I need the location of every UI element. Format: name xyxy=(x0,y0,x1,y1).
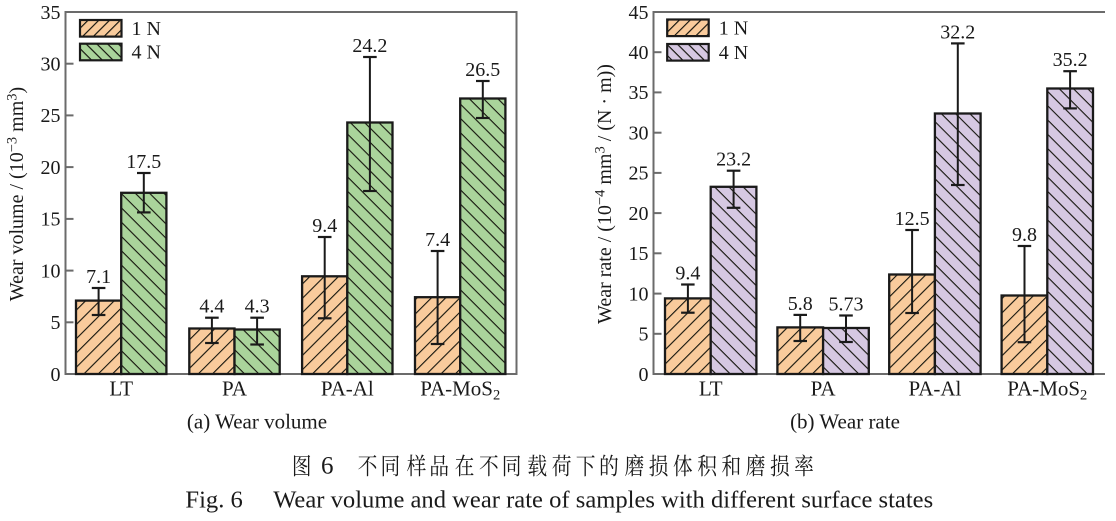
svg-text:45: 45 xyxy=(629,2,649,24)
svg-text:PA-MoS2: PA-MoS2 xyxy=(1007,376,1087,403)
svg-text:23.2: 23.2 xyxy=(716,149,751,171)
svg-text:0: 0 xyxy=(639,364,649,386)
svg-text:35: 35 xyxy=(41,2,61,24)
svg-text:35: 35 xyxy=(629,82,649,104)
svg-text:PA: PA xyxy=(222,376,248,400)
svg-text:30: 30 xyxy=(629,123,649,145)
svg-text:Wear volume / (10−3 mm3): Wear volume / (10−3 mm3) xyxy=(4,87,28,301)
svg-text:6: 6 xyxy=(321,452,334,479)
svg-text:32.2: 32.2 xyxy=(940,21,975,43)
svg-text:12.5: 12.5 xyxy=(895,208,930,230)
svg-text:5.8: 5.8 xyxy=(788,293,813,315)
svg-text:20: 20 xyxy=(629,203,649,225)
svg-text:LT: LT xyxy=(699,376,723,400)
svg-text:15: 15 xyxy=(629,243,649,265)
svg-text:10: 10 xyxy=(41,260,61,282)
svg-text:35.2: 35.2 xyxy=(1053,49,1088,71)
svg-text:Wear volume and wear rate of s: Wear volume and wear rate of samples wit… xyxy=(273,486,933,513)
svg-text:9.4: 9.4 xyxy=(675,263,700,285)
svg-text:PA: PA xyxy=(811,376,837,400)
svg-text:4.4: 4.4 xyxy=(199,296,224,318)
svg-text:5: 5 xyxy=(51,312,61,334)
svg-text:20: 20 xyxy=(41,157,61,179)
svg-text:Wear rate / (10−4 mm3 / (N · m: Wear rate / (10−4 mm3 / (N · m)) xyxy=(592,64,616,324)
svg-text:26.5: 26.5 xyxy=(465,59,500,81)
svg-text:4 N: 4 N xyxy=(719,42,748,64)
svg-text:17.5: 17.5 xyxy=(126,151,161,173)
svg-text:10: 10 xyxy=(629,283,649,305)
svg-text:LT: LT xyxy=(109,376,133,400)
svg-text:(a) Wear volume: (a) Wear volume xyxy=(187,409,327,433)
svg-text:15: 15 xyxy=(41,209,61,231)
svg-text:Fig. 6: Fig. 6 xyxy=(185,486,242,513)
svg-text:4 N: 4 N xyxy=(132,42,161,64)
svg-text:9.8: 9.8 xyxy=(1012,224,1037,246)
svg-text:5.73: 5.73 xyxy=(829,294,864,316)
svg-text:4.3: 4.3 xyxy=(245,296,270,318)
svg-text:30: 30 xyxy=(41,54,61,76)
svg-text:1 N: 1 N xyxy=(719,17,748,39)
svg-text:(b) Wear rate: (b) Wear rate xyxy=(790,409,900,433)
svg-text:7.4: 7.4 xyxy=(425,229,450,251)
svg-text:5: 5 xyxy=(639,324,649,346)
svg-text:25: 25 xyxy=(41,105,61,127)
svg-text:1 N: 1 N xyxy=(132,18,161,40)
svg-text:7.1: 7.1 xyxy=(86,266,111,288)
svg-text:PA-MoS2: PA-MoS2 xyxy=(420,376,500,403)
svg-text:PA-Al: PA-Al xyxy=(321,376,374,400)
svg-text:9.4: 9.4 xyxy=(312,215,337,237)
svg-text:0: 0 xyxy=(51,364,61,386)
svg-text:25: 25 xyxy=(629,163,649,185)
svg-text:24.2: 24.2 xyxy=(352,35,387,57)
svg-text:40: 40 xyxy=(629,42,649,64)
svg-text:PA-Al: PA-Al xyxy=(908,376,961,400)
